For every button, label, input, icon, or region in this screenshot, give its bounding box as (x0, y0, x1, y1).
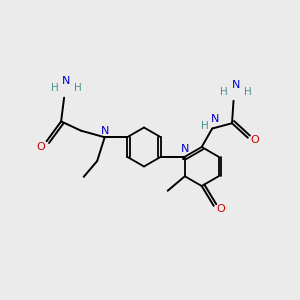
Text: N: N (181, 144, 189, 154)
Text: H: H (201, 121, 208, 131)
Text: H: H (244, 87, 251, 97)
Text: N: N (211, 114, 219, 124)
Text: O: O (250, 135, 259, 145)
Text: N: N (100, 126, 109, 136)
Text: O: O (216, 204, 225, 214)
Text: N: N (62, 76, 71, 86)
Text: H: H (74, 83, 82, 93)
Text: H: H (220, 87, 227, 97)
Text: O: O (37, 142, 46, 152)
Text: H: H (51, 83, 59, 93)
Text: N: N (231, 80, 240, 90)
